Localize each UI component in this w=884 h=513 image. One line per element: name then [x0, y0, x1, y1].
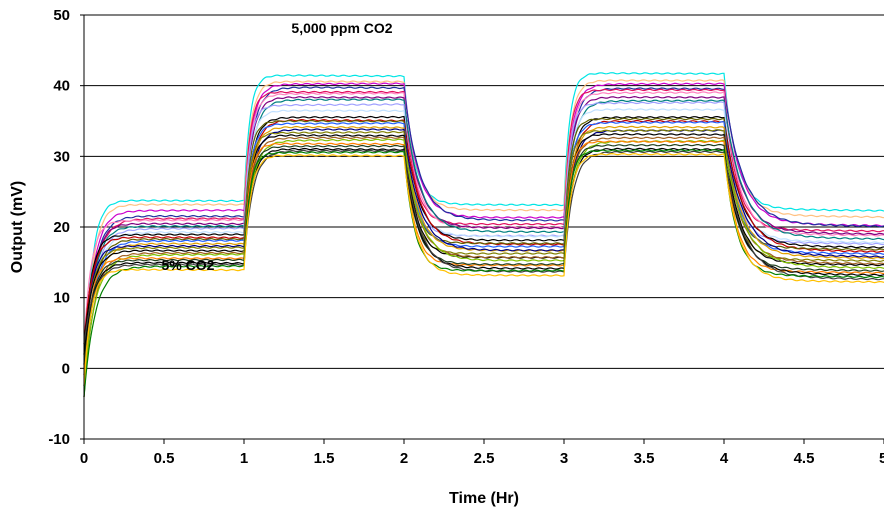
y-tick-label: 50 — [53, 7, 70, 24]
x-tick-label: 4.5 — [794, 450, 815, 467]
series-line-22 — [83, 143, 884, 365]
series-group — [83, 72, 884, 398]
x-tick-label: 3.5 — [634, 450, 655, 467]
x-axis-ticks: 0 0.5 1 1.5 2 2.5 3 3.5 4 4.5 5 — [80, 439, 884, 467]
x-tick-label: 4 — [720, 450, 729, 467]
annotation-5pct: 5% CO2 — [162, 257, 215, 273]
x-tick-label: 5 — [879, 450, 884, 467]
series-line-13 — [83, 117, 884, 397]
y-tick-label: -10 — [48, 431, 70, 448]
series-line-21 — [83, 140, 884, 375]
series-line-4 — [83, 86, 884, 365]
x-tick-label: 1 — [240, 450, 248, 467]
series-line-14 — [83, 121, 884, 386]
series-line-20 — [83, 138, 884, 386]
x-axis-title: Time (Hr) — [449, 490, 519, 507]
series-line-8 — [83, 98, 884, 386]
x-tick-label: 1.5 — [314, 450, 335, 467]
x-tick-label: 2.5 — [474, 450, 495, 467]
y-axis-ticks: -10 0 10 20 30 40 50 — [48, 7, 84, 448]
series-line-2 — [83, 79, 884, 386]
annotation-5000ppm: 5,000 ppm CO2 — [291, 20, 392, 36]
y-axis-title: Output (mV) — [9, 181, 26, 273]
y-tick-label: 10 — [53, 290, 70, 307]
y-tick-label: 0 — [62, 360, 70, 377]
series-line-3 — [83, 82, 884, 375]
series-line-15 — [83, 125, 884, 375]
y-tick-label: 30 — [53, 148, 70, 165]
x-tick-label: 0 — [80, 450, 88, 467]
y-tick-label: 40 — [53, 78, 70, 95]
x-tick-label: 0.5 — [154, 450, 175, 467]
series-line-16 — [83, 128, 884, 365]
x-tick-label: 2 — [400, 450, 408, 467]
y-tick-label: 20 — [53, 219, 70, 236]
x-tick-label: 3 — [560, 450, 568, 467]
gridlines — [84, 14, 884, 440]
series-line-5 — [83, 88, 884, 355]
series-line-26 — [83, 152, 884, 387]
